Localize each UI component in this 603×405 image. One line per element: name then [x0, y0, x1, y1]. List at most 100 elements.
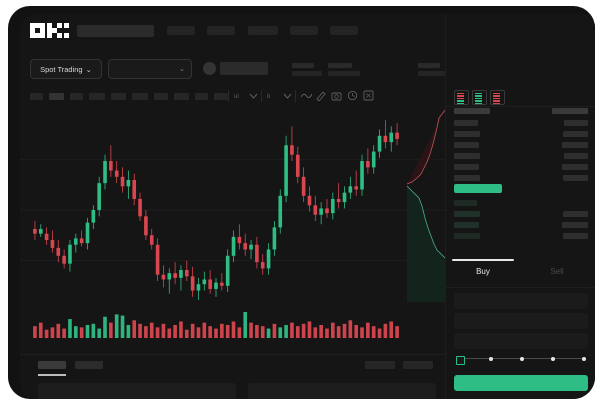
volume-bar: [313, 327, 318, 338]
nav-item-4[interactable]: [290, 26, 318, 35]
orderbook-mode-both[interactable]: [454, 90, 469, 105]
nav-item-3[interactable]: [248, 26, 278, 35]
timeframe-5[interactable]: [111, 93, 126, 100]
volume-bar: [319, 325, 323, 338]
orders-action-2[interactable]: [403, 361, 433, 369]
bid-row-1[interactable]: [446, 198, 595, 207]
timeframe-10[interactable]: [214, 93, 228, 100]
mode-bar: [475, 92, 482, 94]
orders-tab-open[interactable]: [38, 361, 66, 369]
volume-bar: [208, 326, 212, 338]
line-tool-icon[interactable]: [301, 90, 312, 101]
timeframe-1[interactable]: [30, 93, 43, 100]
nav-item-5[interactable]: [330, 26, 358, 35]
chevron-down-icon[interactable]: [248, 90, 259, 101]
timeframe-2[interactable]: [49, 93, 64, 100]
orders-action-1[interactable]: [365, 361, 395, 369]
candle-series: [33, 120, 399, 300]
volume-bar: [260, 326, 265, 338]
orderbook-mode-bids[interactable]: [472, 90, 487, 105]
candle-body: [266, 249, 271, 269]
timeframe-3[interactable]: [70, 93, 83, 100]
screenshot-camera-icon[interactable]: [331, 90, 342, 101]
candle-body: [120, 176, 125, 187]
candle-body: [196, 284, 201, 291]
slider-step-50[interactable]: [520, 356, 524, 361]
nav-item-2[interactable]: [207, 26, 235, 35]
volume-bar: [225, 325, 230, 338]
chevron-down-icon: ⌄: [179, 66, 185, 73]
bid-row-4[interactable]: [446, 231, 595, 240]
ask-row-2[interactable]: [446, 129, 595, 138]
ask-row-6[interactable]: [446, 173, 595, 182]
ask-row-1[interactable]: [446, 118, 595, 127]
volume-bar: [284, 325, 288, 338]
orderbook-header-row[interactable]: [446, 106, 595, 115]
tab-buy[interactable]: Buy: [476, 267, 490, 276]
volume-bar: [179, 321, 183, 338]
stat-change-value: [292, 71, 322, 76]
slider-handle[interactable]: [456, 355, 465, 365]
bid-row-2[interactable]: [446, 209, 595, 218]
mode-bar: [493, 92, 500, 94]
timeframe-4[interactable]: [89, 93, 105, 100]
orderbook-mode-asks[interactable]: [490, 90, 505, 105]
search-input[interactable]: [77, 25, 154, 37]
orderbook-amount: [564, 119, 588, 126]
orderbook-view-modes: [446, 86, 595, 107]
slider-step-25[interactable]: [489, 356, 493, 361]
timeframe-9[interactable]: [195, 93, 208, 100]
toolbar-divider: [295, 90, 296, 102]
nav-item-1[interactable]: [167, 26, 195, 35]
slider-step-100[interactable]: [582, 356, 586, 361]
candle-body: [395, 132, 399, 139]
volume-bar: [237, 327, 242, 338]
ask-row-5[interactable]: [446, 162, 595, 171]
orderbook[interactable]: [446, 106, 595, 254]
volume-bar: [243, 312, 248, 338]
timeframe-7[interactable]: [154, 93, 168, 100]
orderbook-price: [454, 232, 480, 239]
timeframe-6[interactable]: [132, 93, 148, 100]
orders-tab-history[interactable]: [75, 361, 103, 369]
spot-trading-dropdown[interactable]: Spot Trading ⌄: [30, 59, 102, 79]
candle-body: [56, 247, 61, 256]
candle-body: [272, 227, 277, 250]
order-total-field[interactable]: [454, 333, 588, 349]
alert-clock-icon[interactable]: [347, 90, 358, 101]
timeframe-8[interactable]: [174, 93, 189, 100]
candle-body: [109, 161, 113, 171]
okx-logo[interactable]: [30, 23, 70, 38]
stat-low-value: [418, 71, 448, 76]
chart-type-icon[interactable]: b: [267, 90, 278, 101]
fullscreen-icon[interactable]: [363, 90, 374, 101]
indicators-icon[interactable]: ul: [234, 90, 245, 101]
orderbook-price: [454, 107, 490, 114]
candlestick-chart[interactable]: [20, 106, 445, 354]
candle-body: [260, 262, 265, 269]
volume-bar: [348, 320, 353, 338]
bid-row-3[interactable]: [446, 220, 595, 229]
order-amount-field[interactable]: [454, 313, 588, 329]
drawing-pencil-icon[interactable]: [315, 90, 326, 101]
trading-pair-select[interactable]: ⌄: [108, 59, 192, 79]
device-frame: Spot Trading ⌄ ⌄ ul b: [8, 6, 595, 399]
amount-percent-slider[interactable]: [456, 354, 588, 365]
tab-sell[interactable]: Sell: [550, 267, 564, 276]
mode-bar: [457, 102, 464, 104]
chevron-down-icon-2[interactable]: [282, 90, 293, 101]
ask-row-4[interactable]: [446, 151, 595, 160]
order-price-field[interactable]: [454, 293, 588, 309]
trading-app: Spot Trading ⌄ ⌄ ul b: [20, 14, 595, 399]
mode-bar: [457, 100, 464, 102]
candle-body: [389, 132, 394, 143]
volume-bar: [389, 321, 394, 338]
orderbook-amount: [562, 141, 588, 148]
toolbar-divider: [261, 90, 262, 102]
stat-low: [418, 63, 448, 76]
ask-row-3[interactable]: [446, 140, 595, 149]
submit-buy-button[interactable]: [454, 375, 588, 391]
candle-body: [126, 180, 131, 187]
orderbook-price: [454, 163, 479, 170]
slider-step-75[interactable]: [551, 356, 555, 361]
